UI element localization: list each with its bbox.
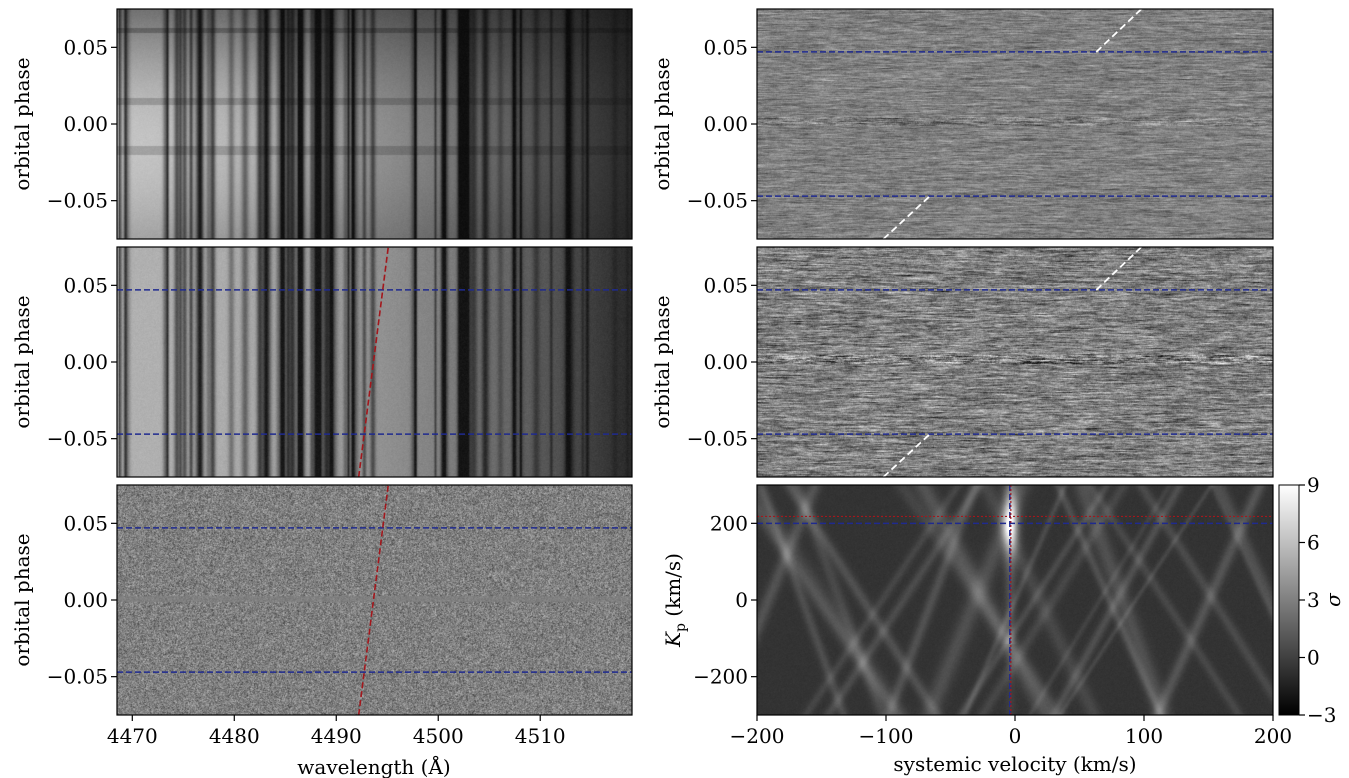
y-tick-label: −0.05 [47,665,108,689]
x-tick-label: 4480 [209,724,260,748]
y-tick-label: 0.00 [63,350,108,374]
y-tick-label: 0.00 [63,588,108,612]
residual-spectra-overlays [117,484,632,716]
ccf-map-middle-ylabel: orbital phase [650,295,674,428]
kp-ylabel-unit: (km/s) [661,553,685,623]
colorbar-tick-label: 0 [1307,646,1320,670]
residual-spectra-y-axis: −0.05 0.00 0.05 [47,511,117,689]
sigma-colorbar-label: σ [1321,592,1345,607]
kp-ylabel-subscript: p [673,623,689,632]
colorbar-tick-label: 6 [1307,531,1320,555]
kp-vsys-heatmap [757,485,1273,715]
y-tick-label: −0.05 [687,427,748,451]
residual-spectra-panel: −0.05 0.00 0.05 4470 4480 4490 4500 4510 orbit… [10,484,633,778]
residual-spectra-heatmap [117,485,632,715]
vsys-x-axis: −200 −100 0 100 200 [730,715,1292,748]
y-tick-label: 0.05 [703,273,748,297]
normalized-spectra-heatmap [117,247,632,477]
x-tick-label: 200 [1254,724,1292,748]
x-tick-label: 4470 [107,724,158,748]
planet-trail-line [357,246,390,478]
sigma-colorbar-axis: −3 0 3 6 9 [1299,473,1336,727]
raw-spectra-y-axis: −0.05 0.00 0.05 [47,35,117,213]
kp-vsys-panel: −200 0 200 −200 −100 0 100 200 Kp (km/s) syste… [661,473,1345,776]
wavelength-xlabel: wavelength (Å) [297,754,450,778]
residual-spectra-ylabel: orbital phase [10,533,34,666]
y-tick-label: 0.00 [703,350,748,374]
normalized-spectra-panel: −0.05 0.00 0.05 orbital phase [10,246,633,478]
colorbar-tick-label: −3 [1307,703,1336,727]
ccf-map-middle-y-axis: −0.05 0.00 0.05 [687,273,757,451]
y-tick-label: −200 [693,665,748,689]
kp-vsys-overlays [757,485,1273,715]
x-tick-label: 4500 [413,724,464,748]
y-tick-label: 0.05 [703,35,748,59]
kp-ylabel: Kp (km/s) [661,553,689,648]
ccf-map-middle-overlays [757,246,1273,478]
ccf-map-top-ylabel: orbital phase [650,57,674,190]
planet-trail-line [357,484,390,716]
ccf-map-top-overlays [757,8,1273,240]
normalized-spectra-y-axis: −0.05 0.00 0.05 [47,273,117,451]
y-tick-label: −0.05 [687,189,748,213]
ccf-map-top-y-axis: −0.05 0.00 0.05 [687,35,757,213]
y-tick-label: 0.05 [63,511,108,535]
raw-spectra-panel: −0.05 0.00 0.05 orbital phase [10,8,633,240]
systemic-velocity-xlabel: systemic velocity (km/s) [893,752,1136,776]
y-tick-label: 0.00 [703,112,748,136]
x-tick-label: −200 [730,724,785,748]
ccf-map-top-heatmap [757,9,1273,239]
x-tick-label: 100 [1125,724,1163,748]
x-tick-label: 4490 [311,724,362,748]
y-tick-label: 200 [710,511,748,535]
y-tick-label: 0 [735,588,748,612]
x-tick-label: 4510 [515,724,566,748]
colorbar-tick-label: 3 [1307,588,1320,612]
x-tick-label: −100 [859,724,914,748]
kp-y-axis: −200 0 200 [693,511,757,689]
colorbar-tick-label: 9 [1307,473,1320,497]
raw-spectra-heatmap [117,9,632,239]
y-tick-label: 0.00 [63,112,108,136]
x-tick-label: 0 [1009,724,1022,748]
ccf-map-middle-panel: −0.05 0.00 0.05 orbital phase [650,246,1274,478]
ccf-map-middle-heatmap [757,247,1273,477]
normalized-spectra-ylabel: orbital phase [10,295,34,428]
normalized-spectra-overlays [117,246,632,478]
raw-spectra-ylabel: orbital phase [10,57,34,190]
sigma-colorbar [1278,484,1300,716]
wavelength-x-axis: 4470 4480 4490 4500 4510 [107,715,566,748]
ccf-map-top-panel: −0.05 0.00 0.05 orbital phase [650,8,1274,240]
kp-ylabel-symbol: K [661,631,685,648]
y-tick-label: −0.05 [47,427,108,451]
y-tick-label: 0.05 [63,35,108,59]
y-tick-label: 0.05 [63,273,108,297]
y-tick-label: −0.05 [47,189,108,213]
